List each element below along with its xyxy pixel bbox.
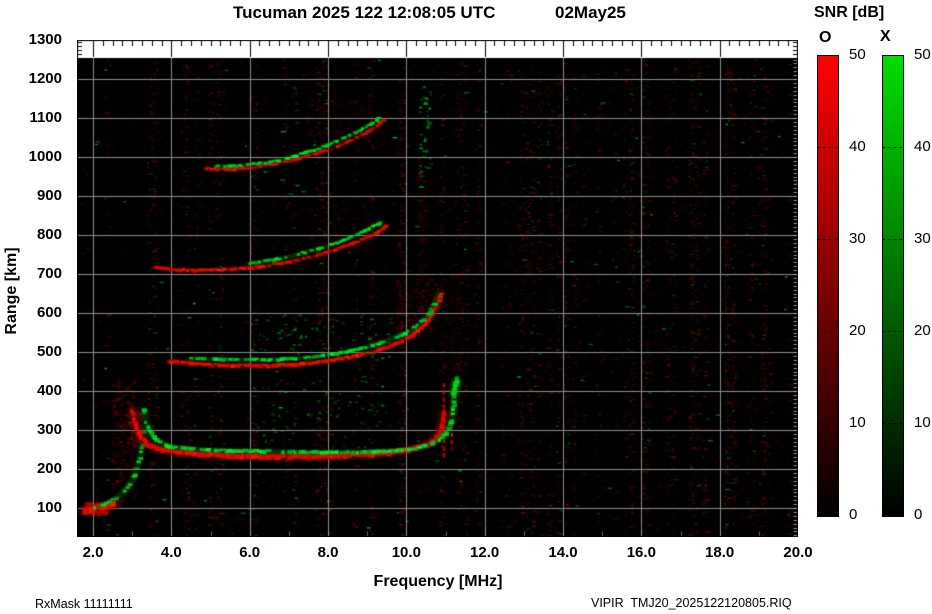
y-tick-label: 100 [36, 499, 62, 516]
y-tick-label: 800 [36, 226, 62, 243]
colorbar-tick-dash [817, 331, 837, 332]
y-tick-label: 900 [36, 187, 62, 204]
colorbar-tick-label: 50 [849, 46, 866, 63]
colorbar-x-gradient [882, 55, 904, 517]
x-tick-label: 20.0 [783, 544, 813, 561]
y-tick-label: 1000 [28, 148, 62, 165]
colorbar-title: SNR [dB] [814, 4, 885, 21]
colorbar-tick-label: 20 [914, 322, 931, 339]
y-tick-label: 1300 [28, 31, 62, 48]
colorbar-o-mode-label: O [819, 29, 832, 46]
y-tick-label: 1200 [28, 70, 62, 87]
page-title: Tucuman 2025 122 12:08:05 UTC [233, 3, 496, 22]
colorbar-tick-label: 10 [849, 414, 866, 431]
colorbar-tick-dash [817, 423, 837, 424]
x-tick-label: 12.0 [470, 544, 500, 561]
colorbar-x-mode-label: X [880, 28, 891, 45]
x-tick-label: 2.0 [82, 544, 104, 561]
colorbar-tick-dash [817, 147, 837, 148]
x-tick-label: 4.0 [160, 544, 182, 561]
colorbar-tick-label: 50 [914, 46, 931, 63]
colorbar-tick-dash [882, 147, 902, 148]
colorbar-tick-label: 40 [849, 138, 866, 155]
y-tick-label: 1100 [29, 109, 62, 126]
colorbar-o-gradient [817, 55, 839, 517]
y-tick-label: 700 [36, 265, 62, 282]
colorbar-tick-dash [817, 239, 837, 240]
x-tick-label: 18.0 [705, 544, 735, 561]
title-date: 02May25 [555, 3, 626, 22]
x-tick-label: 8.0 [317, 544, 339, 561]
y-tick-label: 400 [36, 382, 62, 399]
colorbar-tick-label: 0 [914, 506, 923, 523]
x-tick-label: 14.0 [548, 544, 578, 561]
y-tick-label: 500 [36, 343, 62, 360]
y-axis-title: Range [km] [3, 247, 20, 335]
rxmask-text: RxMask 11111111 [35, 597, 133, 611]
colorbar-tick-dash [882, 423, 902, 424]
colorbar-tick-label: 30 [849, 230, 866, 247]
colorbar-tick-dash [882, 239, 902, 240]
x-tick-label: 10.0 [391, 544, 421, 561]
colorbar-tick-label: 30 [914, 230, 931, 247]
y-tick-label: 200 [36, 460, 62, 477]
colorbar-tick-label: 0 [849, 506, 858, 523]
x-axis-title: Frequency [MHz] [373, 573, 503, 590]
y-tick-label: 600 [36, 304, 62, 321]
colorbar-tick-dash [882, 331, 902, 332]
x-tick-label: 6.0 [239, 544, 261, 561]
colorbar-tick-label: 20 [849, 322, 866, 339]
filename-text: VIPIR TMJ20_2025122120805.RIQ [591, 596, 792, 610]
colorbar-tick-label: 40 [914, 138, 931, 155]
ionogram-canvas [77, 40, 798, 537]
y-tick-label: 300 [36, 421, 62, 438]
x-tick-label: 16.0 [626, 544, 656, 561]
colorbar-tick-label: 10 [914, 414, 931, 431]
